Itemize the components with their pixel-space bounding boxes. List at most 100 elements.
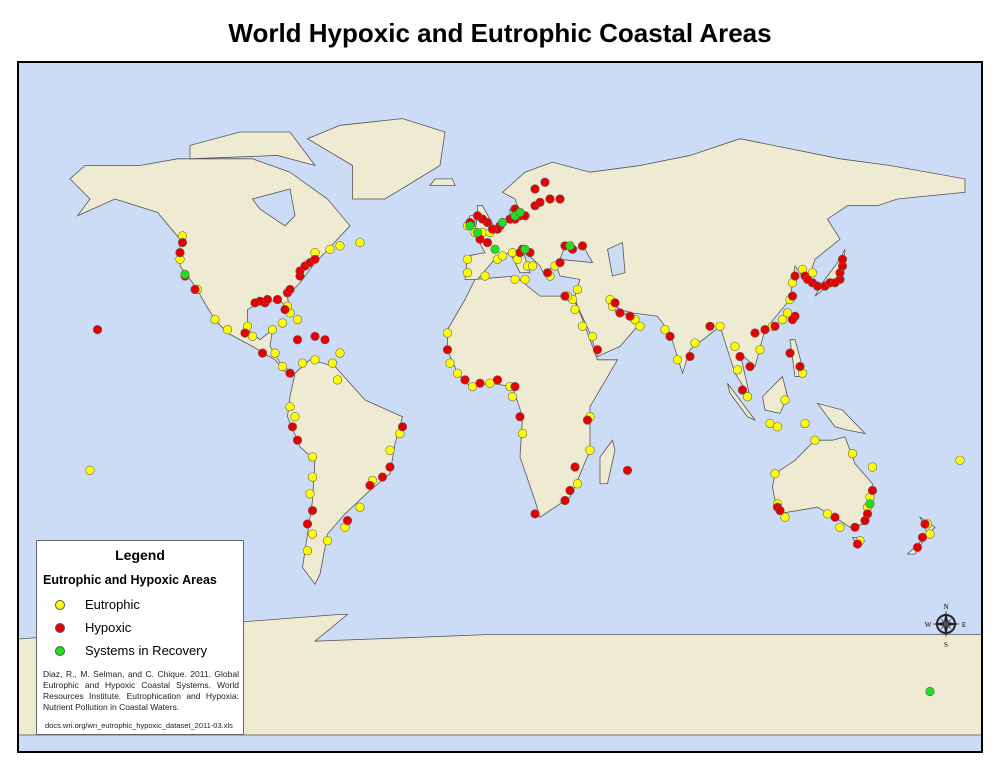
hypoxic-site-marker (920, 519, 930, 529)
hypoxic-site-marker (310, 331, 320, 341)
water-hudson-bay (251, 188, 296, 227)
hypoxic-site-marker (257, 348, 268, 358)
hypoxic-site-marker (240, 328, 250, 338)
hypoxic-site-marker (850, 522, 860, 532)
hypoxic-site-marker (472, 211, 483, 221)
compass-w: W (925, 621, 932, 629)
eutrophic-site-marker (270, 348, 280, 358)
hypoxic-site-marker (540, 177, 550, 187)
eutrophic-site-marker (867, 462, 878, 472)
hypoxic-site-marker (515, 412, 525, 422)
landmass-greenland (306, 118, 446, 200)
eutrophic-site-marker (635, 321, 645, 331)
eutrophic-site-marker (307, 452, 318, 462)
eutrophic-site-marker (765, 418, 775, 429)
hypoxic-site-marker (292, 435, 303, 445)
eutrophic-site-marker (285, 402, 295, 412)
hypoxic-site-marker (377, 472, 388, 482)
hypoxic-site-marker (287, 422, 298, 432)
hypoxic-site-marker (787, 291, 798, 301)
eutrophic-site-marker (730, 341, 740, 352)
hypoxic-site-marker (302, 519, 313, 529)
hypoxic-site-marker (610, 298, 620, 308)
recovery-site-marker (515, 207, 525, 217)
eutrophic-site-marker (307, 529, 318, 539)
recovery-site-marker (472, 227, 483, 238)
land-layer (19, 118, 981, 736)
eutrophic-site-marker (780, 512, 790, 522)
hypoxic-site-marker (775, 505, 785, 516)
legend-label: Systems in Recovery (85, 643, 208, 658)
hypoxic-site-marker (705, 321, 715, 331)
eutrophic-site-marker (85, 465, 95, 475)
landmass-south-america (287, 359, 403, 586)
eutrophic-site-marker (810, 435, 820, 445)
eutrophic-site-marker (277, 361, 288, 372)
eutrophic-site-marker (690, 338, 700, 348)
hypoxic-site-marker (790, 271, 800, 281)
eutrophic-site-marker (732, 365, 743, 375)
hypoxic-site-marker (625, 311, 635, 321)
eutrophic-site-marker (807, 268, 818, 278)
hypoxic-site-marker (570, 462, 580, 472)
hypoxic-site-marker (442, 345, 453, 355)
hypoxic-site-marker (365, 480, 375, 491)
hypoxic-site-marker (560, 291, 570, 301)
hypoxic-site-marker (622, 465, 633, 475)
site-markers (85, 177, 965, 697)
eutrophic-site-marker (772, 422, 783, 432)
eutrophic-site-marker (462, 254, 473, 264)
hypoxic-site-marker (577, 241, 588, 251)
eutrophic-site-marker (335, 241, 345, 251)
eutrophic-site-marker (290, 412, 300, 422)
eutrophic-site-marker (277, 318, 288, 328)
hypoxic-site-marker (802, 274, 813, 284)
eutrophic-site-marker (520, 274, 530, 284)
eutrophic-site-marker (385, 445, 395, 455)
eutrophic-site-marker (570, 304, 580, 315)
green-dot-icon (55, 645, 65, 656)
hypoxic-site-marker (397, 422, 408, 432)
hypoxic-site-marker (867, 485, 878, 496)
hypoxic-site-marker (830, 512, 840, 522)
hypoxic-site-marker (837, 254, 848, 264)
legend-label: Eutrophic (85, 597, 140, 612)
eutrophic-site-marker (507, 392, 518, 402)
landmass-arctic-islands (189, 131, 317, 167)
eutrophic-site-marker (480, 271, 490, 281)
landmass-eurasia (464, 138, 966, 397)
eutrophic-site-marker (462, 268, 473, 278)
hypoxic-site-marker (492, 375, 503, 385)
legend-subtitle: Eutrophic and Hypoxic Areas (43, 573, 217, 587)
hypoxic-site-marker (917, 532, 928, 542)
hypoxic-site-marker (555, 258, 565, 268)
map-canvas (19, 118, 981, 736)
eutrophic-site-marker (442, 328, 453, 338)
hypoxic-site-marker (510, 382, 520, 392)
hypoxic-site-marker (615, 308, 625, 318)
hypoxic-site-marker (475, 378, 485, 388)
eutrophic-site-marker (327, 358, 338, 368)
eutrophic-site-marker (572, 479, 583, 489)
eutrophic-site-marker (955, 455, 965, 465)
eutrophic-site-marker (297, 358, 308, 368)
eutrophic-site-marker (782, 308, 793, 318)
recovery-site-marker (490, 244, 500, 254)
eutrophic-site-marker (800, 418, 810, 429)
hypoxic-site-marker (542, 268, 553, 278)
hypoxic-site-marker (912, 542, 923, 553)
recovery-site-marker (497, 217, 508, 228)
eutrophic-site-marker (307, 472, 318, 482)
hypoxic-site-marker (760, 325, 770, 335)
hypoxic-site-marker (385, 462, 395, 472)
hypoxic-site-marker (785, 348, 795, 358)
landmass-iceland (429, 178, 456, 186)
eutrophic-site-marker (247, 331, 258, 341)
hypoxic-site-marker (685, 351, 695, 362)
eutrophic-site-marker (847, 449, 858, 459)
legend-item-hypoxic: Hypoxic (55, 620, 131, 635)
inland-water-layer (251, 188, 626, 277)
landmass-sumatra (727, 383, 757, 422)
hypoxic-site-marker (582, 415, 593, 425)
eutrophic-site-marker (452, 368, 463, 378)
